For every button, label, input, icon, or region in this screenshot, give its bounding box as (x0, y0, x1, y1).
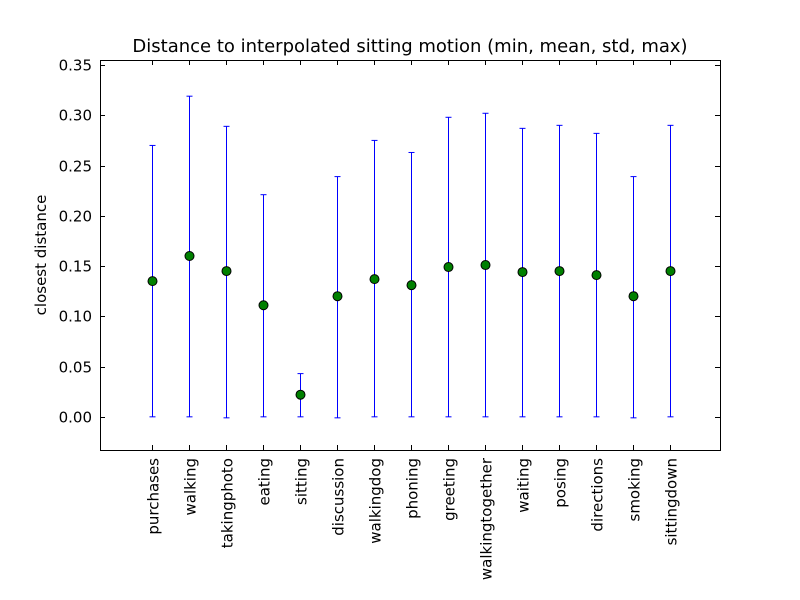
y-axis-label: closest distance (32, 195, 50, 316)
plot-frame (100, 60, 721, 451)
x-tick-label: phoning (404, 458, 422, 519)
mean-point (406, 280, 417, 291)
x-tick-label: discussion (330, 458, 348, 536)
mean-point (443, 262, 454, 273)
axis-ticks: 0.00 0.05 0.10 0.15 0.20 0.25 0.30 0.35 purchase… (59, 57, 720, 580)
x-tick-label: walkingtogether (478, 457, 496, 580)
mean-point (184, 251, 195, 262)
mean-point (332, 291, 343, 302)
mean-point (628, 291, 639, 302)
y-tick-label: 0.20 (59, 208, 92, 226)
x-tick-label: posing (552, 458, 570, 508)
x-tick-label: eating (256, 458, 274, 506)
x-tick-label: greeting (441, 458, 459, 521)
y-tick-label: 0.30 (59, 107, 92, 125)
mean-point (258, 300, 269, 311)
x-tick-label: takingphoto (219, 458, 237, 548)
plot-marks (147, 95, 676, 419)
x-tick-label: walking (182, 458, 200, 516)
mean-point (517, 267, 528, 278)
mean-point (554, 266, 565, 277)
mean-point (480, 260, 491, 271)
mean-point (147, 276, 158, 287)
x-tick-label: purchases (145, 458, 163, 535)
mean-point (295, 389, 306, 400)
y-tick-label: 0.25 (59, 158, 92, 176)
x-tick-label: sitting (293, 458, 311, 505)
x-tick-label: smoking (626, 458, 644, 522)
x-tick-label: directions (589, 458, 607, 532)
y-tick-label: 0.35 (59, 57, 92, 75)
mean-point (369, 274, 380, 285)
mean-point (665, 266, 676, 277)
mean-point (591, 270, 602, 281)
y-tick-label: 0.00 (59, 409, 92, 427)
x-tick-label: walkingdog (367, 458, 385, 544)
x-tick-label: sittingdown (663, 458, 681, 545)
mean-point (221, 266, 232, 277)
y-tick-label: 0.15 (59, 258, 92, 276)
x-tick-label: waiting (515, 458, 533, 513)
chart-title: Distance to interpolated sitting motion … (132, 36, 687, 57)
y-tick-label: 0.05 (59, 359, 92, 377)
y-tick-label: 0.10 (59, 308, 92, 326)
